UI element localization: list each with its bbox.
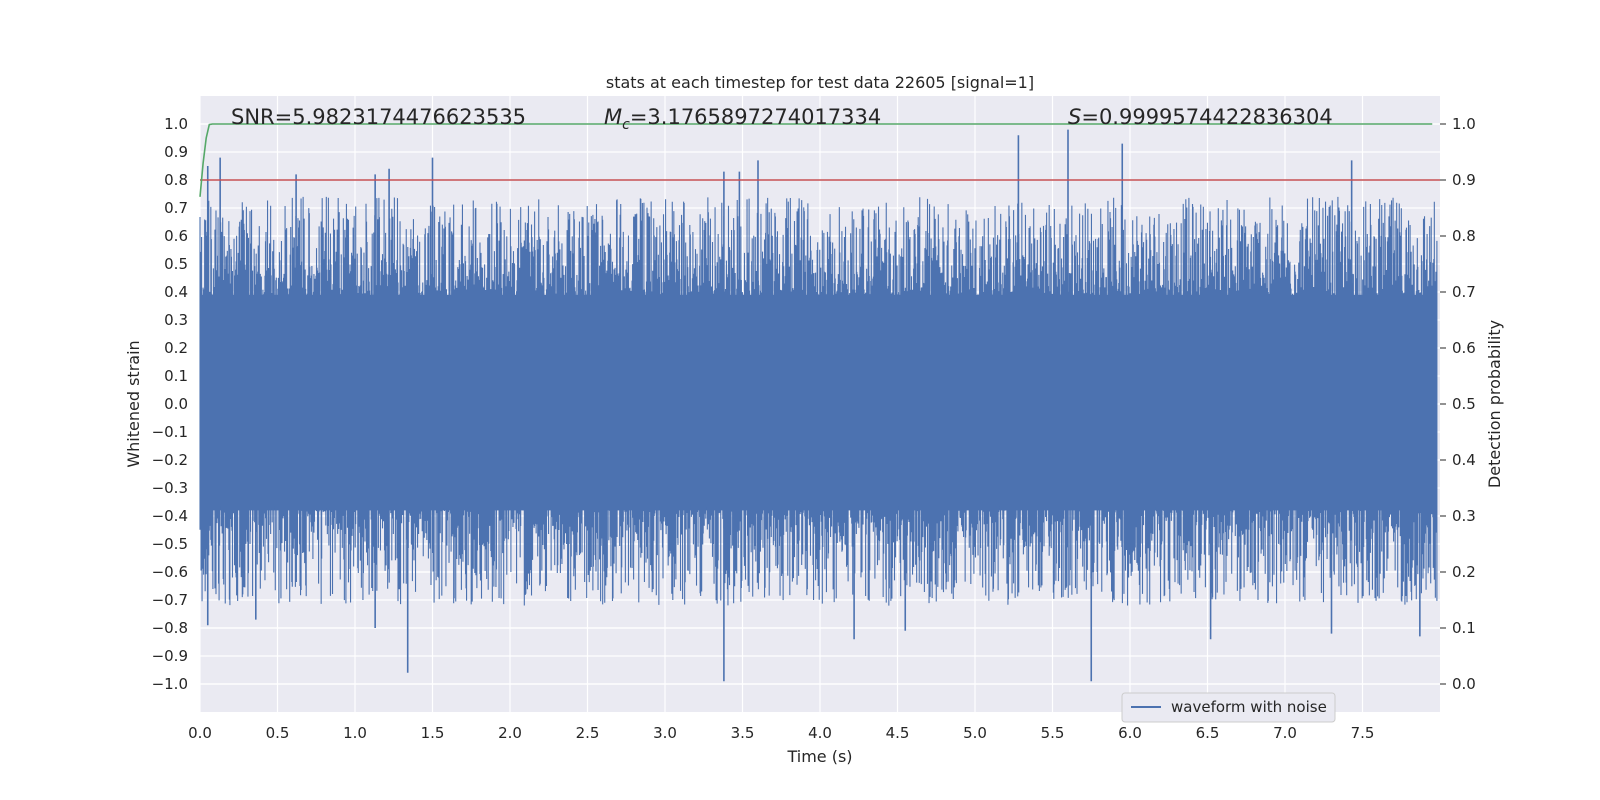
y2-tick-label: 0.2 [1452, 563, 1476, 581]
y-tick-label: 0.2 [164, 339, 188, 357]
x-axis-ticks: 0.0 0.5 1.0 1.5 2.0 2.5 3.0 3.5 4.0 4.5 5.0 5.5 6.0 6… [188, 724, 1374, 742]
y-tick-label: −0.8 [152, 619, 188, 637]
y-tick-label: −0.2 [152, 451, 188, 469]
x-tick-label: 2.5 [576, 724, 600, 742]
y2-tick-label: 0.8 [1452, 227, 1476, 245]
y-tick-label: 0.0 [164, 395, 188, 413]
y2-tick-label: 0.9 [1452, 171, 1476, 189]
chirp-mass-subscript: c [622, 117, 630, 133]
y-tick-label: −0.4 [152, 507, 188, 525]
chirp-mass-symbol: M [604, 105, 622, 129]
y-tick-label: −0.5 [152, 535, 188, 553]
x-tick-label: 0.0 [188, 724, 212, 742]
x-tick-label: 4.5 [886, 724, 910, 742]
y2-tick-label: 0.5 [1452, 395, 1476, 413]
y2-tick-label: 0.0 [1452, 675, 1476, 693]
y-tick-label: 0.8 [164, 171, 188, 189]
y-tick-label: −0.7 [152, 591, 188, 609]
y-tick-label: 0.6 [164, 227, 188, 245]
strain-line [199, 196, 1438, 606]
y2-tick-label: 0.7 [1452, 283, 1476, 301]
chirp-mass-annotation: Mc=3.1765897274017334 [604, 105, 881, 133]
y-tick-label: −1.0 [152, 675, 188, 693]
y2-tick-label: 1.0 [1452, 115, 1476, 133]
y-tick-label: −0.3 [152, 479, 188, 497]
legend-box [1121, 692, 1336, 723]
probability-series [199, 123, 1440, 197]
legend: waveform with noise [1121, 692, 1336, 723]
x-axis-label: Time (s) [786, 747, 852, 766]
x-tick-label: 4.0 [808, 724, 832, 742]
x-tick-label: 5.5 [1041, 724, 1065, 742]
y2-tick-label: 0.3 [1452, 507, 1476, 525]
significance-value: =0.9999574422836304 [1081, 105, 1332, 129]
chart-title: stats at each timestep for test data 226… [606, 73, 1034, 92]
significance-symbol: S [1068, 105, 1081, 129]
y-tick-label: 0.5 [164, 255, 188, 273]
legend-label: waveform with noise [1171, 698, 1327, 716]
detection-probability-line [199, 123, 1433, 197]
x-tick-label: 3.5 [731, 724, 755, 742]
x-tick-label: 7.0 [1273, 724, 1297, 742]
y2-axis-label: Detection probability [1485, 320, 1504, 488]
x-tick-label: 6.0 [1118, 724, 1142, 742]
x-tick-label: 1.5 [421, 724, 445, 742]
significance-annotation: S=0.9999574422836304 [1068, 105, 1333, 129]
y2-tick-label: 0.1 [1452, 619, 1476, 637]
y-tick-label: 0.9 [164, 143, 188, 161]
y-tick-label: −0.6 [152, 563, 188, 581]
y-axis-label: Whitened strain [124, 340, 143, 467]
x-tick-label: 3.0 [653, 724, 677, 742]
chirp-mass-value: =3.1765897274017334 [630, 105, 881, 129]
x-tick-label: 1.0 [343, 724, 367, 742]
y-tick-label: 1.0 [164, 115, 188, 133]
x-tick-label: 5.0 [963, 724, 987, 742]
y2-tick-label: 0.6 [1452, 339, 1476, 357]
snr-annotation: SNR=5.9823174476623535 [231, 105, 526, 129]
y-tick-label: 0.7 [164, 199, 188, 217]
x-tick-label: 6.5 [1196, 724, 1220, 742]
y-tick-label: −0.9 [152, 647, 188, 665]
strain-series [199, 129, 1438, 682]
y-tick-label: −0.1 [152, 423, 188, 441]
y2-tick-label: 0.4 [1452, 451, 1476, 469]
x-tick-label: 0.5 [266, 724, 290, 742]
x-tick-label: 2.0 [498, 724, 522, 742]
y2-axis-ticks: 1.0 0.9 0.8 0.7 0.6 0.5 0.4 0.3 0.2 0.1 0.0 [1440, 115, 1476, 693]
y-tick-label: 0.3 [164, 311, 188, 329]
y-axis-ticks: 1.0 0.9 0.8 0.7 0.6 0.5 0.4 0.3 0.2 0.1 0.0 −0.1 −0.… [152, 115, 188, 693]
y-tick-label: 0.4 [164, 283, 188, 301]
x-tick-label: 7.5 [1351, 724, 1375, 742]
y-tick-label: 0.1 [164, 367, 188, 385]
